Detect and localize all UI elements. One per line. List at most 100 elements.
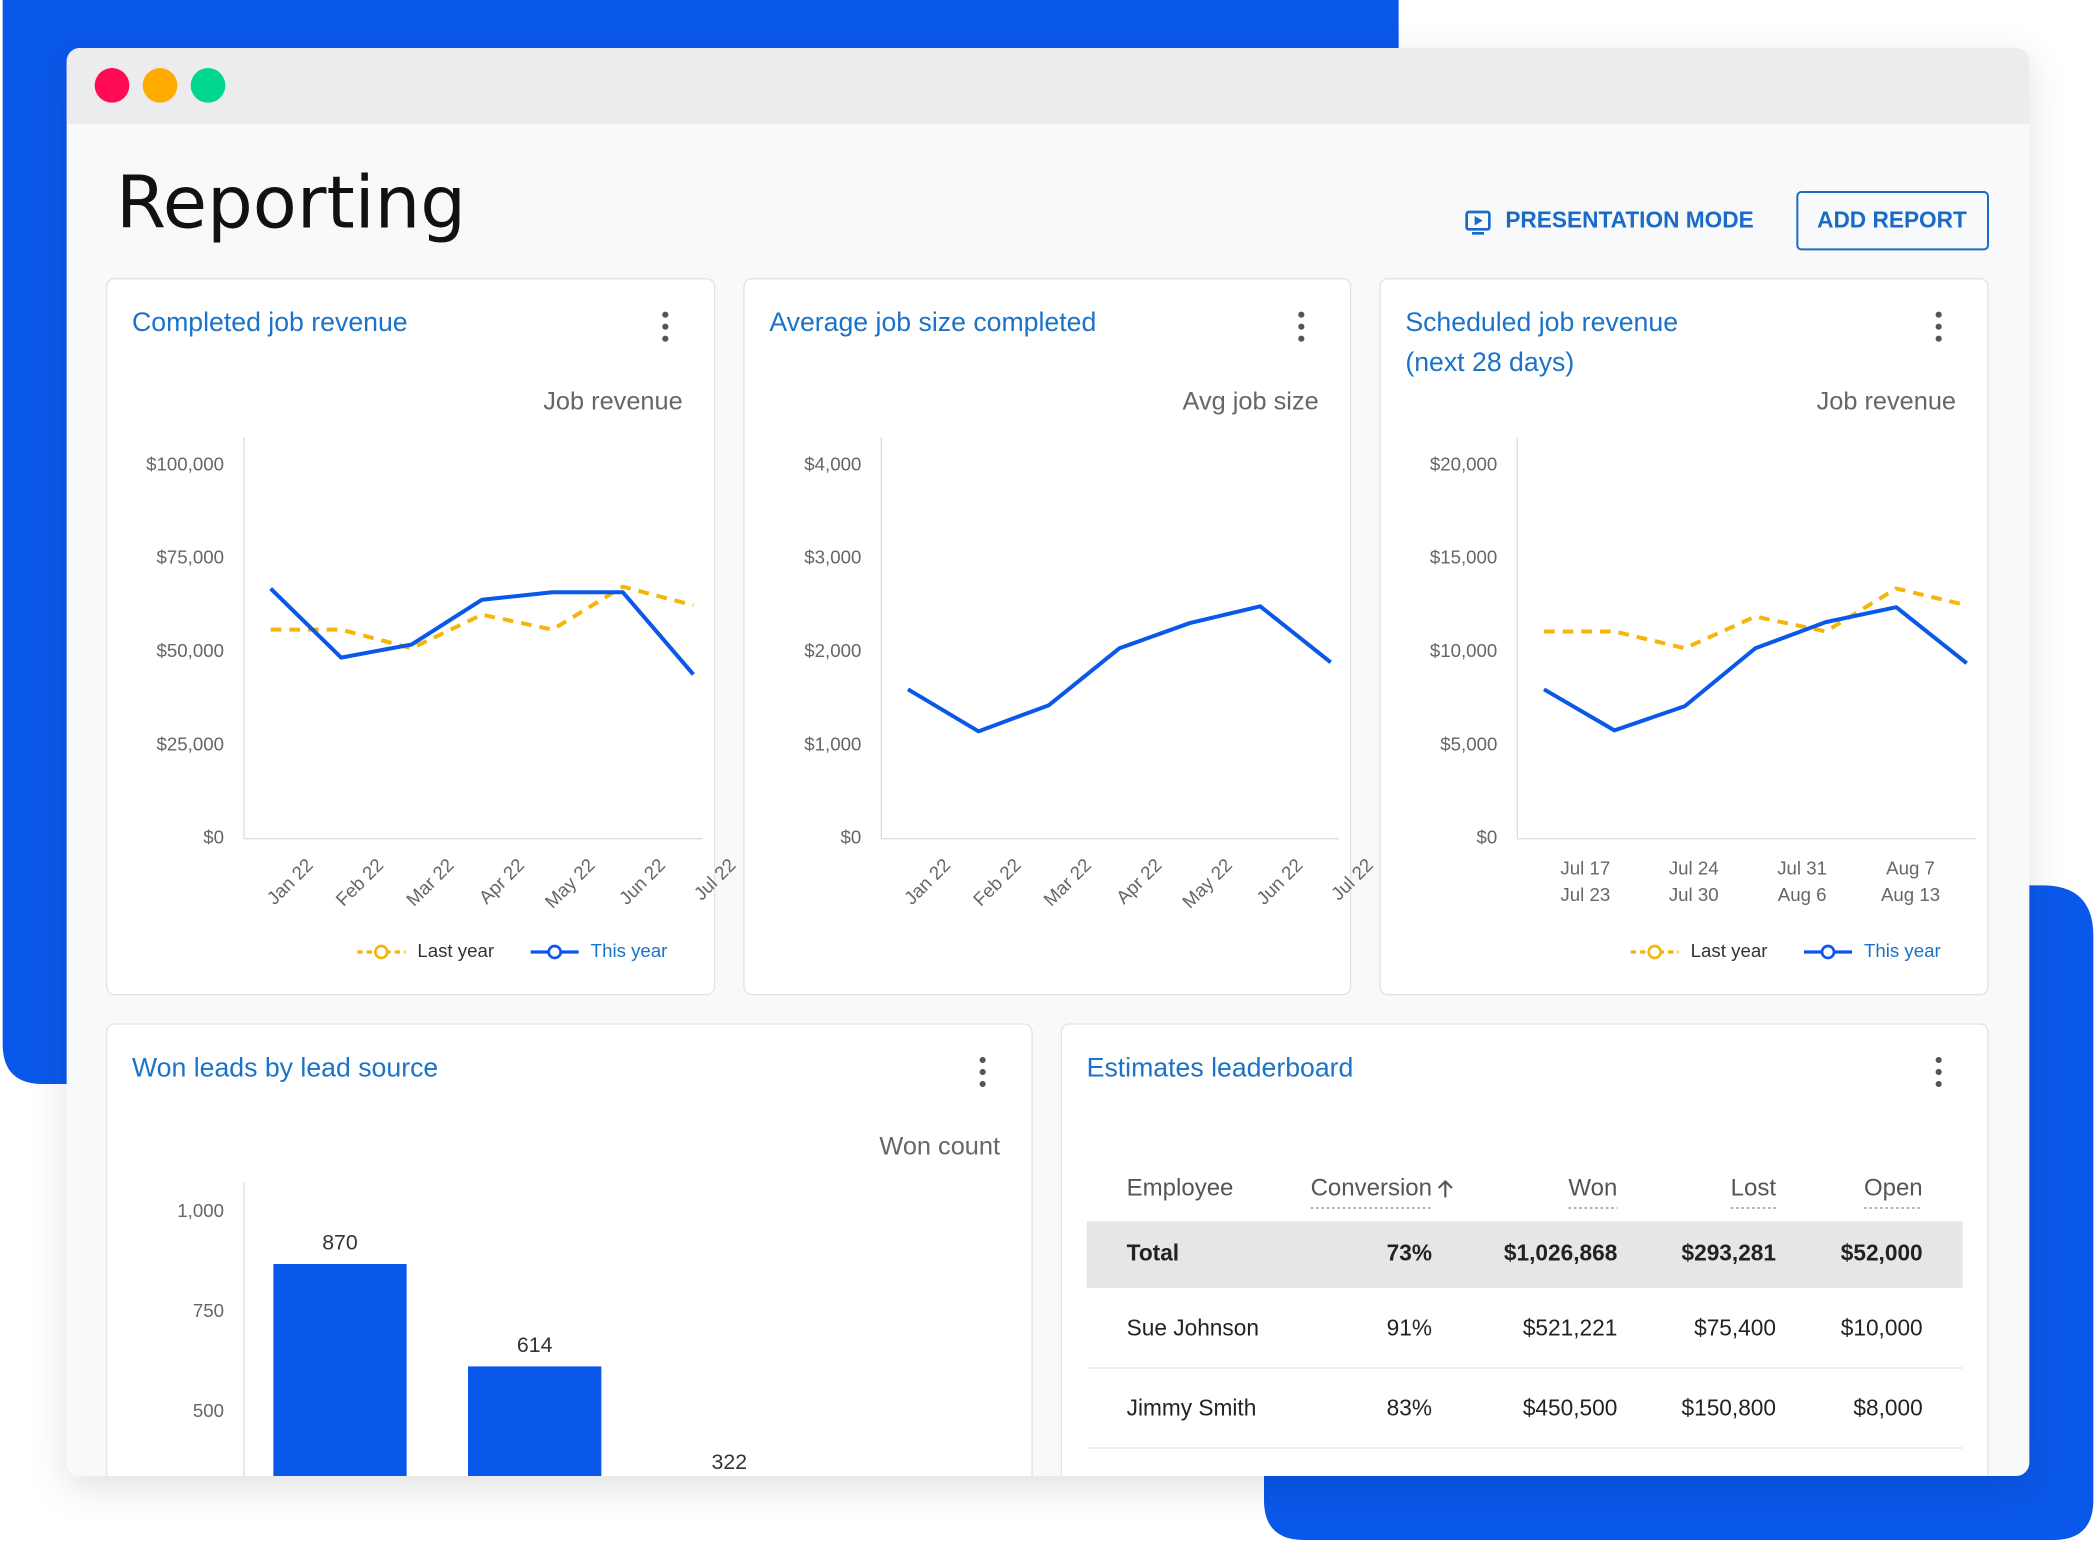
- y-tick-label: $10,000: [1430, 640, 1497, 661]
- sort-arrow: [1437, 1179, 1453, 1198]
- card-title: Won leads by lead source: [132, 1052, 438, 1082]
- card-title: Completed job revenue: [132, 307, 408, 337]
- y-tick-label: $0: [203, 827, 224, 848]
- legend-label: Last year: [417, 940, 494, 961]
- kebab-dot[interactable]: [1298, 323, 1305, 330]
- kebab-dot[interactable]: [662, 323, 669, 330]
- line-series: [1542, 605, 1968, 733]
- kebab-dot[interactable]: [662, 311, 669, 318]
- card-title: Average job size completed: [769, 307, 1096, 337]
- table-cell: 83%: [1387, 1394, 1432, 1420]
- y-tick-label: $1,000: [804, 733, 861, 754]
- legend-marker: [374, 944, 389, 960]
- table-cell: Sue Johnson: [1127, 1314, 1259, 1340]
- line-series: [269, 587, 695, 676]
- kebab-dot[interactable]: [662, 335, 669, 342]
- y-tick-label: 500: [193, 1400, 224, 1421]
- table-cell: $8,000: [1853, 1394, 1922, 1420]
- bar: [273, 1264, 407, 1476]
- bar: [857, 1516, 990, 1560]
- y-tick-label: $25,000: [157, 733, 224, 754]
- legend-marker: [547, 944, 562, 960]
- bar-value-label: 870: [322, 1231, 358, 1255]
- card-background: [1060, 1023, 1989, 1476]
- table-cell: $75,400: [1694, 1314, 1776, 1340]
- table-cell: $450,500: [1523, 1394, 1618, 1420]
- bar-value-label: 322: [712, 1450, 748, 1474]
- table-cell: $150,800: [1682, 1394, 1777, 1420]
- window-content: Reporting PRESENTATION MODE ADD REPORT C…: [66, 48, 2030, 1560]
- kebab-dot[interactable]: [1935, 1080, 1942, 1088]
- card-title: (next 28 days): [1405, 347, 1574, 377]
- total-row: [1086, 1221, 1963, 1288]
- card-title: Scheduled job revenue: [1405, 307, 1678, 337]
- y-tick-label: 1,000: [177, 1200, 224, 1221]
- y-tick-label: $50,000: [157, 640, 224, 661]
- x-tick-label: Aug 6: [1778, 884, 1827, 905]
- line-series: [906, 604, 1332, 734]
- axis-label: Avg job size: [1183, 387, 1319, 415]
- title-bar: [66, 48, 2030, 124]
- legend-label: This year: [1864, 940, 1941, 961]
- kebab-dot[interactable]: [979, 1080, 986, 1088]
- kebab-dot[interactable]: [1298, 311, 1305, 318]
- column-header[interactable]: Open: [1864, 1175, 1923, 1202]
- x-tick-label: Jul 23: [1560, 884, 1610, 905]
- x-tick-label: Aug 13: [1881, 884, 1940, 905]
- kebab-dot[interactable]: [1935, 335, 1942, 342]
- x-tick-label: Aug 7: [1886, 857, 1935, 878]
- table-cell: Jimmy Smith: [1127, 1394, 1257, 1420]
- kebab-dot[interactable]: [1935, 1068, 1942, 1076]
- kebab-dot[interactable]: [1935, 311, 1942, 318]
- y-tick-label: $0: [1477, 827, 1498, 848]
- axis-label: Won count: [879, 1133, 1000, 1161]
- total-cell: 73%: [1387, 1240, 1432, 1266]
- legend-label: Last year: [1691, 940, 1768, 961]
- legend-marker: [1647, 944, 1662, 960]
- minimize-dot[interactable]: [142, 68, 178, 103]
- table-cell: $10,000: [1841, 1314, 1923, 1340]
- bar-value-label: 241: [906, 1482, 942, 1506]
- card: Estimates leaderboard Employee Conversion W…: [1060, 1023, 1989, 1476]
- kebab-dot[interactable]: [1298, 335, 1305, 342]
- add-report-button[interactable]: [1796, 191, 1989, 251]
- add-report-label[interactable]: ADD REPORT: [1817, 206, 1967, 232]
- y-tick-label: $15,000: [1430, 547, 1497, 568]
- bar: [663, 1483, 796, 1560]
- bar: [468, 1366, 602, 1476]
- kebab-dot[interactable]: [1935, 1056, 1942, 1064]
- total-cell: Total: [1127, 1240, 1179, 1266]
- x-tick-label: Jul 17: [1560, 857, 1610, 878]
- card: Average job size completed Avg job size $0…: [743, 277, 1377, 996]
- column-header[interactable]: Won: [1568, 1175, 1617, 1202]
- close-dot[interactable]: [94, 68, 130, 103]
- x-tick-label: Jul 24: [1669, 857, 1719, 878]
- table-cell: 91%: [1387, 1314, 1432, 1340]
- card: Completed job revenue Job revenue $0 $25,00…: [106, 277, 740, 996]
- column-header[interactable]: Conversion: [1311, 1175, 1432, 1202]
- card: Won leads by lead source Won count 500 750 1…: [105, 1023, 1033, 1560]
- y-tick-label: $2,000: [804, 640, 861, 661]
- card-background: [105, 1023, 1033, 1476]
- card-title: Estimates leaderboard: [1087, 1052, 1354, 1082]
- card-background: [1379, 277, 1989, 996]
- column-header[interactable]: Employee: [1127, 1175, 1234, 1202]
- y-tick-label: 750: [193, 1300, 224, 1321]
- presentation-icon: [1465, 210, 1491, 235]
- total-cell: $293,281: [1682, 1240, 1777, 1266]
- y-tick-label: $3,000: [804, 547, 861, 568]
- kebab-dot[interactable]: [979, 1056, 986, 1064]
- presentation-mode-button[interactable]: PRESENTATION MODE: [1505, 206, 1753, 232]
- y-tick-label: $75,000: [157, 547, 224, 568]
- card-background: [106, 277, 716, 996]
- maximize-dot[interactable]: [190, 68, 226, 103]
- kebab-dot[interactable]: [1935, 323, 1942, 330]
- y-tick-label: $20,000: [1430, 453, 1497, 474]
- axis-label: Job revenue: [1817, 387, 1956, 415]
- column-header[interactable]: Lost: [1731, 1175, 1777, 1202]
- kebab-dot[interactable]: [979, 1068, 986, 1076]
- y-tick-label: $0: [841, 827, 862, 848]
- card: Scheduled job revenue (next 28 days) Job r…: [1379, 277, 1989, 996]
